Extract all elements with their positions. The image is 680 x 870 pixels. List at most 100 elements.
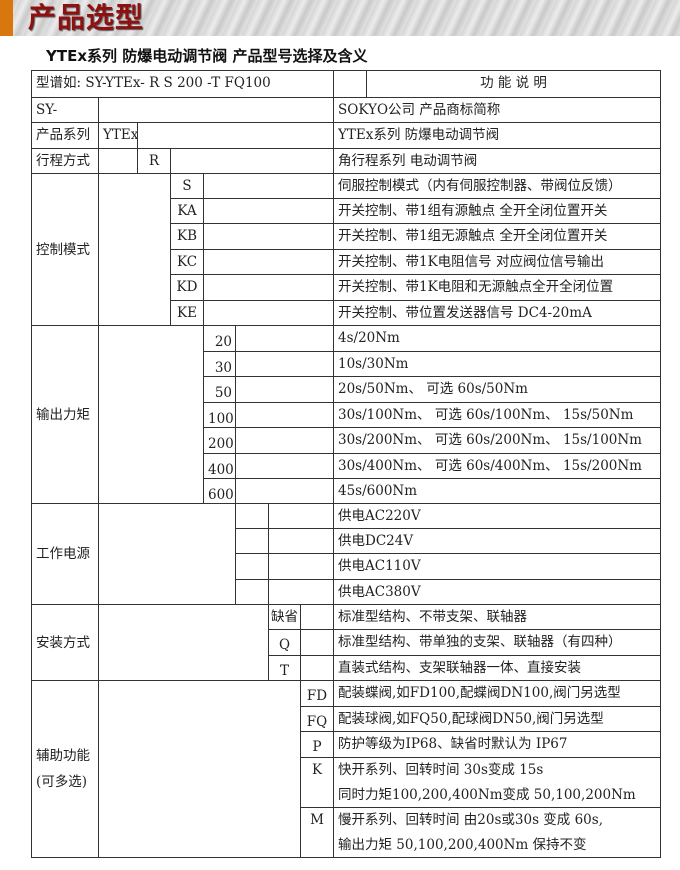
- desc-power: 供电AC380V: [333, 579, 661, 605]
- blank-cell: [235, 376, 334, 403]
- row-label-series: 产品系列: [31, 122, 99, 149]
- desc-torque: 30s/100Nm、 可选 60s/100Nm、 15s/50Nm: [333, 402, 661, 428]
- code-stroke: R: [137, 148, 171, 174]
- blank-cell: [300, 604, 334, 630]
- blank-cell: [268, 528, 334, 554]
- code-torque: 600: [203, 478, 236, 504]
- blank-cell: [98, 97, 334, 123]
- blank-cell: [235, 351, 334, 377]
- desc-torque: 20s/50Nm、 可选 60s/50Nm: [333, 376, 661, 403]
- blank-cell: [203, 173, 334, 199]
- blank-cell: [137, 122, 334, 149]
- desc-power: 供电AC110V: [333, 553, 661, 580]
- code-aux: FQ: [300, 706, 334, 732]
- blank-cell: [98, 148, 138, 174]
- desc-torque: 45s/600Nm: [333, 478, 661, 504]
- blank-cell: [300, 655, 334, 681]
- blank-cell: [203, 198, 334, 224]
- blank-cell: [300, 629, 334, 656]
- row-label-sy: SY-: [31, 97, 99, 123]
- row-label-power: 工作电源: [31, 503, 99, 605]
- desc-aux-line: 快开系列、回转时间 30s变成 15s: [338, 762, 544, 778]
- code-control: KB: [170, 223, 204, 250]
- blank-cell: [203, 274, 334, 301]
- row-label-control: 控制模式: [31, 173, 99, 326]
- header-blank-cell: [333, 70, 367, 98]
- aux-label: 辅助功能: [36, 748, 90, 764]
- blank-cell: [235, 528, 269, 554]
- blank-cell: [98, 503, 236, 605]
- code-series: YTEx: [98, 122, 138, 149]
- desc-aux-line: 慢开系列、回转时间 由20s或30s 变成 60s,: [338, 812, 603, 828]
- desc-install: 直装式结构、支架联轴器一体、直接安装: [333, 655, 661, 681]
- table-title: YTEx系列 防爆电动调节阀 产品型号选择及含义: [46, 47, 368, 65]
- blank-cell: [98, 604, 269, 681]
- row-label-aux: 辅助功能 (可多选): [31, 680, 99, 858]
- desc-control: 开关控制、带1K电阻信号 对应阀位信号输出: [333, 249, 661, 275]
- code-aux: M: [300, 807, 334, 858]
- desc-aux: 配装蝶阀,如FD100,配蝶阀DN100,阀门另选型: [333, 680, 661, 707]
- desc-aux: 慢开系列、回转时间 由20s或30s 变成 60s, 输出力矩 50,100,20…: [333, 807, 661, 858]
- code-aux: FD: [300, 680, 334, 707]
- row-label-stroke: 行程方式: [31, 148, 99, 174]
- code-control: KE: [170, 300, 204, 326]
- code-control: KD: [170, 274, 204, 301]
- section-banner: 产品选型: [0, 0, 680, 36]
- banner-accent-strip: [0, 0, 13, 36]
- desc-aux: 防护等级为IP68、缺省时默认为 IP67: [333, 731, 661, 758]
- desc-aux-line: 输出力矩 50,100,200,400Nm 保持不变: [338, 837, 587, 853]
- blank-cell: [98, 173, 171, 326]
- code-aux: P: [300, 731, 334, 758]
- code-control: KC: [170, 249, 204, 275]
- blank-cell: [203, 300, 334, 326]
- blank-cell: [235, 478, 334, 504]
- blank-cell: [98, 325, 204, 504]
- code-torque: 20: [203, 325, 236, 352]
- desc-power: 供电DC24V: [333, 528, 661, 554]
- code-control: S: [170, 173, 204, 199]
- blank-cell: [235, 427, 334, 454]
- blank-cell: [235, 503, 269, 529]
- row-label-install: 安装方式: [31, 604, 99, 681]
- code-torque: 200: [203, 427, 236, 454]
- section-title: 产品选型: [28, 1, 145, 34]
- desc-aux: 快开系列、回转时间 30s变成 15s 同时力矩100,200,400Nm变成 5…: [333, 757, 661, 808]
- desc-aux: 配装球阀,如FQ50,配球阀DN50,阀门另选型: [333, 706, 661, 732]
- code-install: 缺省: [268, 604, 301, 630]
- aux-label-note: (可多选): [36, 774, 88, 790]
- blank-cell: [203, 249, 334, 275]
- code-aux: K: [300, 757, 334, 808]
- blank-cell: [235, 453, 334, 479]
- blank-cell: [170, 148, 334, 174]
- desc-torque: 10s/30Nm: [333, 351, 661, 377]
- blank-cell: [203, 223, 334, 250]
- row-label-torque: 输出力矩: [31, 325, 99, 504]
- desc-control: 伺服控制模式（内有伺服控制器、带阀位反馈）: [333, 173, 661, 199]
- code-install: T: [268, 655, 301, 681]
- desc-torque: 30s/400Nm、 可选 60s/400Nm、 15s/200Nm: [333, 453, 661, 479]
- example-model-code: 型谱如: SY-YTEx- R S 200 -T FQ100: [31, 70, 334, 98]
- desc-control: 开关控制、带1K电阻和无源触点全开全闭位置: [333, 274, 661, 301]
- blank-cell: [235, 579, 269, 605]
- desc-install: 标准型结构、不带支架、联轴器: [333, 604, 661, 630]
- desc-control: 开关控制、带位置发送器信号 DC4-20mA: [333, 300, 661, 326]
- blank-cell: [268, 503, 334, 529]
- blank-cell: [235, 325, 334, 352]
- desc-power: 供电AC220V: [333, 503, 661, 529]
- code-install: Q: [268, 629, 301, 656]
- code-control: KA: [170, 198, 204, 224]
- blank-cell: [98, 680, 301, 858]
- desc-install: 标准型结构、带单独的支架、联轴器（有四种）: [333, 629, 661, 656]
- desc-sy: SOKYO公司 产品商标简称: [333, 97, 661, 123]
- function-header: 功 能 说 明: [366, 70, 661, 98]
- code-torque: 100: [203, 402, 236, 428]
- blank-cell: [268, 579, 334, 605]
- desc-control: 开关控制、带1组有源触点 全开全闭位置开关: [333, 198, 661, 224]
- blank-cell: [235, 402, 334, 428]
- blank-cell: [235, 553, 269, 580]
- blank-cell: [268, 553, 334, 580]
- desc-series: YTEx系列 防爆电动调节阀: [333, 122, 661, 149]
- code-torque: 50: [203, 376, 236, 403]
- desc-stroke: 角行程系列 电动调节阀: [333, 148, 661, 174]
- code-torque: 30: [203, 351, 236, 377]
